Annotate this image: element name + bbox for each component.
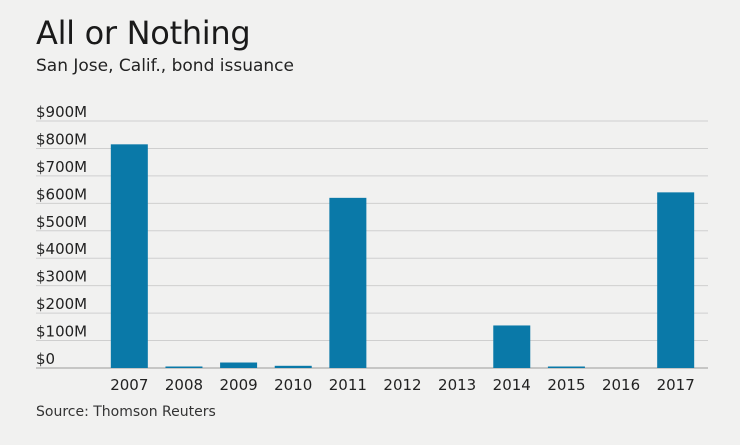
y-tick-label: $400M bbox=[36, 240, 87, 258]
x-tick-label: 2014 bbox=[493, 376, 531, 394]
y-tick-label: $500M bbox=[36, 213, 87, 231]
y-tick-label: $900M bbox=[36, 103, 87, 121]
y-tick-label: $600M bbox=[36, 185, 87, 203]
bar-2007 bbox=[110, 144, 148, 368]
x-tick-label: 2013 bbox=[438, 376, 476, 394]
x-tick-label: 2008 bbox=[165, 376, 203, 394]
y-tick-label: $300M bbox=[36, 268, 87, 286]
x-tick-label: 2007 bbox=[110, 376, 148, 394]
y-tick-label: $100M bbox=[36, 323, 87, 341]
chart-title: All or Nothing bbox=[36, 14, 251, 52]
source-note: Source: Thomson Reuters bbox=[36, 404, 216, 420]
x-tick-label: 2011 bbox=[329, 376, 367, 394]
bar-2011 bbox=[329, 197, 367, 368]
y-tick-label: $200M bbox=[36, 295, 87, 313]
y-tick-label: $700M bbox=[36, 158, 87, 176]
x-tick-label: 2010 bbox=[274, 376, 312, 394]
bar-2010 bbox=[274, 365, 312, 368]
bar-2017 bbox=[657, 192, 695, 368]
bar-2015 bbox=[547, 366, 585, 368]
bar-2008 bbox=[165, 366, 203, 368]
chart-subtitle: San Jose, Calif., bond issuance bbox=[36, 56, 294, 76]
y-tick-label: $800M bbox=[36, 130, 87, 148]
x-tick-label: 2015 bbox=[547, 376, 585, 394]
x-tick-label: 2012 bbox=[383, 376, 421, 394]
x-tick-label: 2016 bbox=[602, 376, 640, 394]
bar-2014 bbox=[493, 325, 531, 368]
x-tick-label: 2009 bbox=[219, 376, 257, 394]
x-tick-label: 2017 bbox=[657, 376, 695, 394]
y-tick-label: $0 bbox=[36, 350, 55, 368]
bar-2009 bbox=[220, 362, 258, 368]
